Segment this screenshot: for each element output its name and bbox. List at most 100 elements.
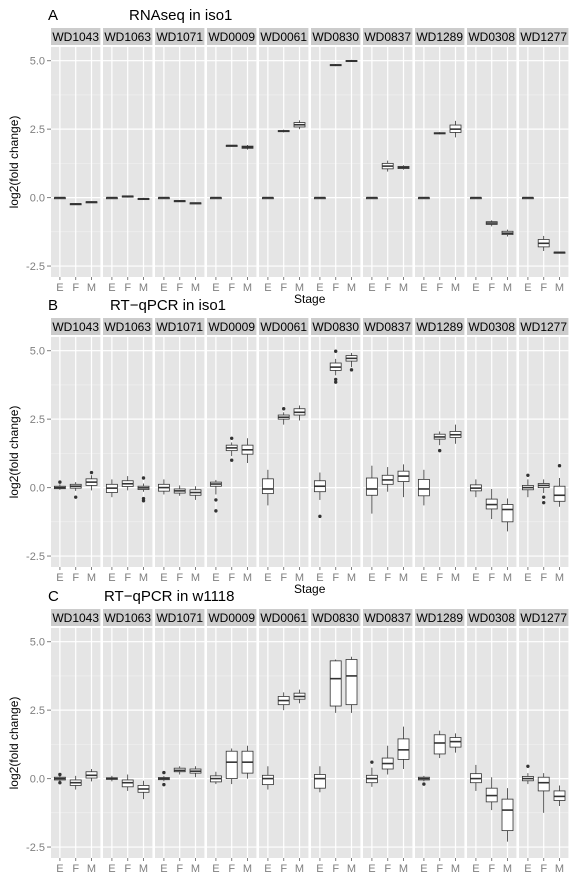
x-tick-label: M	[503, 863, 512, 872]
facet-strip-label: WD0837	[364, 611, 411, 625]
gridlines	[51, 628, 101, 858]
box	[261, 774, 274, 786]
boxplot-E	[365, 465, 378, 514]
box	[433, 734, 446, 755]
boxplot-E	[105, 196, 118, 200]
x-tick-label: F	[228, 572, 235, 584]
x-tick-label: F	[488, 572, 495, 584]
x-tick-label: F	[540, 282, 547, 294]
panel-B: B RT−qPCR in iso1 -2.5 0.0 2.5 5.0 log2(fold c…	[7, 297, 569, 596]
boxplot-E	[209, 479, 222, 513]
boxplot-M	[85, 201, 98, 204]
x-tick-label: E	[316, 282, 323, 294]
boxplot-E	[521, 196, 534, 200]
y-tick-label: 2.5	[30, 414, 45, 426]
x-tick-label: E	[264, 282, 271, 294]
facet-strip-label: WD1277	[520, 320, 567, 334]
facet-strip	[519, 609, 569, 626]
boxplot-M	[293, 689, 306, 704]
facet-WD1289: WD1289 E F M	[415, 28, 465, 294]
boxplot-E	[313, 196, 326, 200]
outlier-point	[542, 495, 546, 499]
outlier-point	[58, 772, 62, 777]
boxplot-M	[189, 202, 202, 205]
facet-WD0061: WD0061 E F M	[259, 609, 309, 872]
x-tick-label: M	[139, 863, 148, 872]
facet-strip-label: WD0308	[468, 611, 515, 625]
x-tick-label: E	[108, 282, 115, 294]
y-tick-label: -2.5	[26, 842, 45, 854]
facet-strip-label: WD0837	[364, 30, 411, 44]
x-axis-label: Stage	[294, 292, 326, 306]
boxplot-M	[345, 352, 358, 372]
facet-strip	[51, 609, 101, 626]
x-tick-label: M	[139, 282, 148, 294]
boxplot-F	[69, 203, 82, 206]
gridlines	[415, 47, 465, 277]
boxplot-F	[121, 476, 134, 491]
boxplot-E	[53, 196, 66, 200]
boxplot-F	[433, 730, 446, 759]
boxplot-E	[209, 196, 222, 200]
x-tick-label: M	[191, 863, 200, 872]
facet-strip	[103, 318, 153, 335]
x-tick-label: M	[451, 282, 460, 294]
facet-WD0837: WD0837 E F M	[363, 28, 413, 294]
x-tick-label: M	[87, 863, 96, 872]
facet-strip-label: WD1071	[156, 320, 203, 334]
x-tick-label: F	[124, 282, 131, 294]
boxplot-M	[449, 120, 462, 138]
x-tick-label: M	[503, 282, 512, 294]
boxplot-M	[137, 197, 150, 201]
facet-strip-label: WD0830	[312, 320, 359, 334]
x-tick-label: M	[87, 572, 96, 584]
x-tick-label: F	[384, 863, 391, 872]
boxplot-F	[277, 129, 290, 133]
facet-WD0009: WD0009 E F M	[207, 28, 257, 294]
x-tick-label: F	[540, 572, 547, 584]
boxplot-E	[521, 764, 534, 785]
facet-WD1043: WD1043 E F M	[51, 609, 101, 872]
panel-label: B	[48, 297, 58, 314]
x-tick-label: E	[472, 282, 479, 294]
x-tick-label: E	[108, 863, 115, 872]
x-tick-label: F	[488, 863, 495, 872]
x-tick-label: E	[524, 863, 531, 872]
boxplot-E	[157, 479, 170, 495]
boxplot-M	[137, 780, 150, 800]
boxplot-F	[485, 777, 498, 811]
y-tick-label: 5.0	[30, 56, 45, 68]
boxplot-F	[485, 488, 498, 520]
outlier-point	[282, 407, 286, 411]
facet-strip-label: WD1071	[156, 611, 203, 625]
boxplot-E	[417, 775, 430, 786]
y-tick-label: 2.5	[30, 705, 45, 717]
facet-WD0009: WD0009 E F M	[207, 318, 257, 584]
boxplot-F	[121, 195, 134, 198]
x-tick-label: M	[295, 863, 304, 872]
x-tick-label: E	[264, 572, 271, 584]
boxplot-F	[173, 766, 186, 775]
boxplot-F	[537, 479, 550, 505]
boxplot-E	[469, 764, 482, 791]
outlier-point	[141, 499, 146, 503]
x-tick-label: E	[368, 572, 375, 584]
facet-strip	[467, 28, 517, 45]
x-tick-label: M	[555, 863, 564, 872]
x-tick-label: E	[524, 572, 531, 584]
x-tick-label: E	[472, 572, 479, 584]
boxplot-F	[381, 160, 394, 172]
facet-WD1277: WD1277 E F M	[519, 28, 569, 294]
boxplot-F	[225, 436, 238, 462]
facet-WD0061: WD0061 E F M	[259, 28, 309, 294]
panel-label: A	[48, 7, 58, 24]
facet-WD1289: WD1289 E F M	[415, 609, 465, 872]
x-tick-label: E	[368, 282, 375, 294]
